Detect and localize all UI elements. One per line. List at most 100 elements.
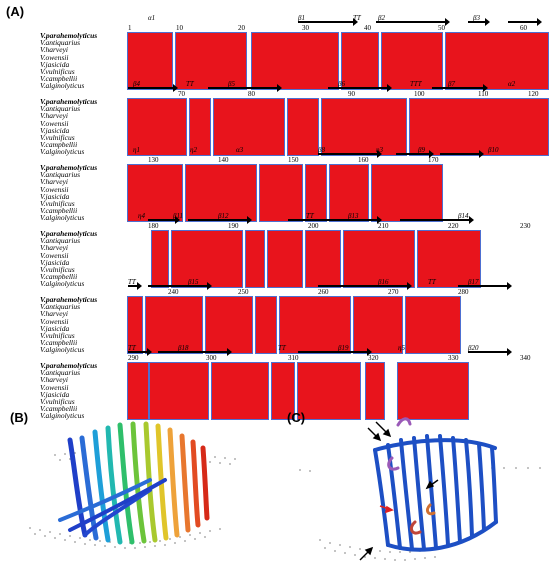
conserved-column: [446, 32, 548, 90]
membrane-lower-dots: [29, 527, 221, 549]
panel-label-c: (C): [287, 410, 306, 425]
structure-label: β19: [338, 344, 349, 352]
species-name: V.campbellii: [40, 272, 78, 282]
similarity-frame: [365, 362, 385, 420]
residue-number: 280: [458, 288, 469, 296]
similarity-frame: [297, 362, 361, 420]
conserved-column: [342, 32, 378, 90]
conserved-column: [330, 164, 368, 222]
structure-label: α2: [508, 80, 516, 88]
structure-label: β18: [178, 344, 189, 352]
species-name: V.vulnificus: [40, 265, 75, 275]
similarity-frame: [149, 362, 209, 420]
similarity-frame: [127, 296, 143, 354]
sequence-columns: [127, 32, 549, 90]
similarity-frame: [127, 32, 173, 90]
conserved-column: [246, 230, 264, 288]
conserved-column: [272, 362, 294, 420]
similarity-frame: [271, 362, 295, 420]
similarity-frame: [127, 164, 183, 222]
structure-label: β12: [218, 212, 229, 220]
strand-arrow-icon: [298, 18, 358, 26]
species-name: V.jasicida: [40, 389, 70, 399]
panel-label-b: (B): [10, 410, 29, 425]
conserved-column: [406, 296, 460, 354]
species-name: V.owensii: [40, 52, 69, 62]
similarity-frame: [343, 230, 415, 288]
conserved-column: [268, 230, 302, 288]
species-name: V.alginolyticus: [40, 81, 85, 91]
similarity-frame: [127, 362, 149, 420]
structure-label: TT: [428, 278, 436, 286]
structure-label: β14: [458, 212, 469, 220]
residue-number: 70: [178, 90, 185, 98]
strand-arrow-icon: [432, 84, 488, 92]
sequence-columns: [127, 164, 548, 222]
residue-number: 340: [520, 354, 531, 362]
species-name: V.antiquarius: [40, 368, 81, 378]
species-name: V.antiquarius: [40, 38, 81, 48]
species-name: V.harveyi: [40, 243, 68, 253]
protein-barrel-blue-icon: [299, 417, 541, 561]
similarity-frame: [329, 164, 369, 222]
residue-number: 220: [448, 222, 459, 230]
conserved-column: [152, 230, 168, 288]
residue-number: 210: [378, 222, 389, 230]
residue-number: 10: [176, 24, 183, 32]
similarity-frame: [279, 296, 351, 354]
similarity-frame: [445, 32, 549, 90]
species-name: V.vulnificus: [40, 67, 75, 77]
similarity-frame: [267, 230, 303, 288]
similarity-frame: [211, 362, 269, 420]
structure-label: β20: [468, 344, 479, 352]
conserved-column: [372, 164, 442, 222]
similarity-frame: [353, 296, 403, 354]
species-name: V.owensii: [40, 316, 69, 326]
residue-number: 90: [348, 90, 355, 98]
species-name: V.harveyi: [40, 375, 68, 385]
strand-arrow-icon: [508, 18, 542, 26]
structure-label: β4: [133, 80, 140, 88]
structure-label: β9: [418, 146, 425, 154]
similarity-frame: [405, 296, 461, 354]
similarity-frame: [251, 32, 339, 90]
species-name: V.antiquarius: [40, 236, 81, 246]
species-names: V.parahemolyticus V.antiquarius V.harveyi V…: [40, 362, 126, 420]
species-name: V.parahemolyticus: [40, 31, 98, 40]
conserved-column: [410, 98, 548, 156]
species-name: V.owensii: [40, 118, 69, 128]
residue-number: 320: [368, 354, 379, 362]
conserved-column: [128, 362, 148, 420]
conserved-column: [214, 98, 284, 156]
residue-number: 150: [288, 156, 299, 164]
conserved-column: [128, 32, 172, 90]
conserved-column: [354, 296, 402, 354]
strand-arrow-icon: [440, 150, 484, 158]
conserved-column: [146, 296, 202, 354]
structure-label: β6: [338, 80, 345, 88]
species-name: V.antiquarius: [40, 302, 81, 312]
similarity-frame: [175, 32, 247, 90]
similarity-frame: [189, 98, 211, 156]
strand-arrow-icon: [148, 216, 180, 224]
structure-label: η4: [138, 212, 145, 220]
residue-number: 260: [318, 288, 329, 296]
conserved-column: [382, 32, 442, 90]
residue-number: 30: [302, 24, 309, 32]
conserved-column: [260, 164, 302, 222]
species-name: V.alginolyticus: [40, 411, 85, 421]
species-names: V.parahemolyticus V.antiquarius V.harveyi V…: [40, 230, 126, 288]
species-name: V.owensii: [40, 382, 69, 392]
species-name: V.antiquarius: [40, 170, 81, 180]
species-name: V.campbellii: [40, 74, 78, 84]
structure-label: α1: [148, 14, 156, 22]
similarity-frame: [341, 32, 379, 90]
structure-label: β17: [468, 278, 479, 286]
similarity-frame: [397, 362, 469, 420]
species-name: V.jasicida: [40, 191, 70, 201]
residue-number: 20: [238, 24, 245, 32]
residue-number: 240: [168, 288, 179, 296]
residue-number: 190: [228, 222, 239, 230]
residue-number: 200: [308, 222, 319, 230]
species-name: V.parahemolyticus: [40, 97, 98, 106]
